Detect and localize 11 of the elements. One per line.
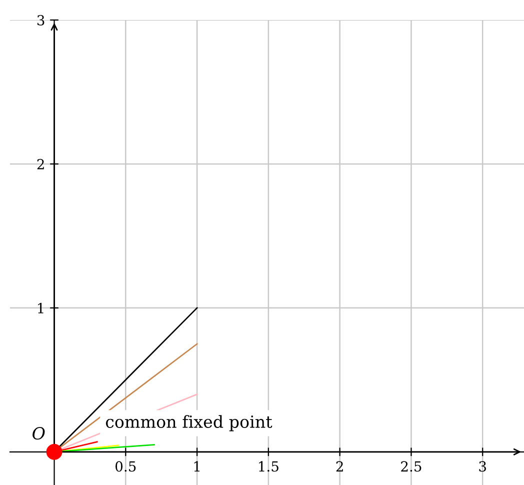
y-tick-label: 1 — [38, 302, 44, 314]
y-tick-label: 3 — [37, 14, 44, 26]
annotation: common fixed point — [106, 415, 272, 432]
x-tick-label: 1.5 — [259, 461, 278, 472]
annotation: O — [32, 427, 45, 440]
x-tick-label: 2.5 — [401, 461, 422, 472]
x-tick-label: 3 — [479, 461, 486, 472]
x-tick-label: 0.5 — [116, 461, 136, 472]
x-tick-label: 2 — [336, 461, 343, 472]
y-tick-label: 2 — [37, 158, 44, 170]
x-tick-label: 1 — [194, 461, 200, 472]
